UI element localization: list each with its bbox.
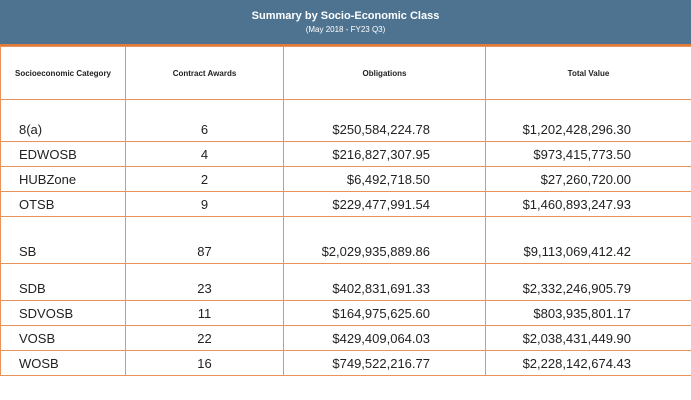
category-cell: SDVOSB — [0, 300, 126, 326]
obligations-cell: $749,522,216.77 — [283, 350, 486, 376]
awards-cell: 4 — [125, 141, 284, 167]
table-row: SDVOSB 11 $164,975,625.60 $803,935,801.17 — [0, 300, 691, 326]
total-value-cell: $1,202,428,296.30 — [485, 99, 691, 142]
obligations-cell: $402,831,691.33 — [283, 263, 486, 301]
category-cell: WOSB — [0, 350, 126, 376]
table-subtitle: (May 2018 - FY23 Q3) — [305, 25, 386, 34]
column-header-category: Socioeconomic Category — [0, 46, 126, 100]
column-header-obligations: Obligations — [283, 46, 486, 100]
obligations-cell: $250,584,224.78 — [283, 99, 486, 142]
awards-cell: 23 — [125, 263, 284, 301]
category-cell: VOSB — [0, 325, 126, 351]
category-cell: OTSB — [0, 191, 126, 217]
category-cell: EDWOSB — [0, 141, 126, 167]
total-value-cell: $2,038,431,449.90 — [485, 325, 691, 351]
category-cell: SB — [0, 216, 126, 264]
table-title: Summary by Socio-Economic Class — [251, 10, 440, 22]
table-header-banner: Summary by Socio-Economic Class (May 201… — [0, 0, 691, 46]
awards-cell: 6 — [125, 99, 284, 142]
obligations-cell: $229,477,991.54 — [283, 191, 486, 217]
table-row: SB 87 $2,029,935,889.86 $9,113,069,412.42 — [0, 216, 691, 264]
awards-cell: 87 — [125, 216, 284, 264]
total-value-cell: $2,228,142,674.43 — [485, 350, 691, 376]
awards-cell: 9 — [125, 191, 284, 217]
obligations-cell: $2,029,935,889.86 — [283, 216, 486, 264]
total-value-cell: $27,260,720.00 — [485, 166, 691, 192]
total-value-cell: $1,460,893,247.93 — [485, 191, 691, 217]
table-row: VOSB 22 $429,409,064.03 $2,038,431,449.90 — [0, 325, 691, 351]
obligations-cell: $6,492,718.50 — [283, 166, 486, 192]
socioeconomic-summary-table: Socioeconomic Category Contract Awards O… — [0, 46, 691, 376]
column-header-awards: Contract Awards — [125, 46, 284, 100]
total-value-cell: $9,113,069,412.42 — [485, 216, 691, 264]
total-value-cell: $803,935,801.17 — [485, 300, 691, 326]
table-row: HUBZone 2 $6,492,718.50 $27,260,720.00 — [0, 166, 691, 192]
awards-cell: 16 — [125, 350, 284, 376]
awards-cell: 2 — [125, 166, 284, 192]
obligations-cell: $164,975,625.60 — [283, 300, 486, 326]
table-row: 8(a) 6 $250,584,224.78 $1,202,428,296.30 — [0, 99, 691, 142]
obligations-cell: $429,409,064.03 — [283, 325, 486, 351]
category-cell: SDB — [0, 263, 126, 301]
table-row: SDB 23 $402,831,691.33 $2,332,246,905.79 — [0, 263, 691, 301]
obligations-cell: $216,827,307.95 — [283, 141, 486, 167]
column-header-total-value: Total Value — [485, 46, 691, 100]
table-row: OTSB 9 $229,477,991.54 $1,460,893,247.93 — [0, 191, 691, 217]
awards-cell: 11 — [125, 300, 284, 326]
table-row: EDWOSB 4 $216,827,307.95 $973,415,773.50 — [0, 141, 691, 167]
column-header-row: Socioeconomic Category Contract Awards O… — [0, 46, 691, 100]
category-cell: 8(a) — [0, 99, 126, 142]
category-cell: HUBZone — [0, 166, 126, 192]
total-value-cell: $2,332,246,905.79 — [485, 263, 691, 301]
total-value-cell: $973,415,773.50 — [485, 141, 691, 167]
awards-cell: 22 — [125, 325, 284, 351]
table-row: WOSB 16 $749,522,216.77 $2,228,142,674.43 — [0, 350, 691, 376]
